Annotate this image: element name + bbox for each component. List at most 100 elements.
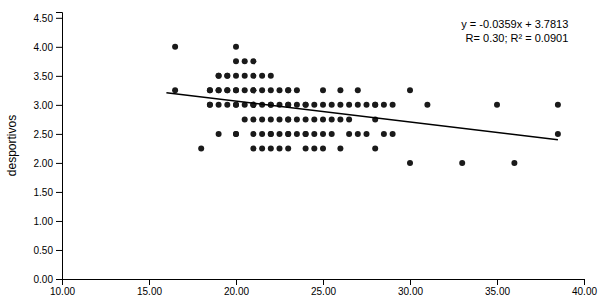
point: [407, 87, 413, 93]
tick-mark: [410, 279, 411, 285]
point: [242, 87, 248, 93]
tick-mark: [584, 279, 585, 285]
tick: 3.50: [34, 71, 62, 82]
point: [390, 102, 396, 108]
point: [381, 131, 387, 137]
point: [277, 116, 283, 122]
point: [259, 145, 265, 151]
point: [242, 58, 248, 64]
point: [511, 160, 517, 166]
point: [311, 131, 317, 137]
point: [250, 73, 256, 79]
tick-mark: [56, 18, 62, 19]
annotation-text: y = -0.0359x + 3.7813: [461, 18, 568, 30]
tick-mark: [149, 279, 150, 285]
point: [216, 73, 222, 79]
tick: 35.00: [485, 279, 510, 297]
point: [555, 131, 561, 137]
point: [311, 116, 317, 122]
point: [285, 87, 291, 93]
y-axis: 0.000.501.001.502.002.503.003.504.004.50: [34, 13, 63, 285]
point: [346, 116, 352, 122]
point: [233, 58, 239, 64]
tick-label: 15.00: [137, 286, 162, 297]
tick-label: 4.50: [34, 13, 54, 24]
tick-mark: [56, 163, 62, 164]
tick-mark: [56, 250, 62, 251]
tick: 1.50: [34, 187, 62, 198]
point: [277, 87, 283, 93]
point: [250, 116, 256, 122]
point: [311, 102, 317, 108]
point: [285, 116, 291, 122]
point: [337, 116, 343, 122]
tick-label: 0.50: [34, 245, 54, 256]
point: [285, 131, 291, 137]
y-axis-title: desportivos: [5, 115, 19, 176]
tick-label: 1.00: [34, 216, 54, 227]
point: [224, 73, 230, 79]
point: [459, 160, 465, 166]
point: [372, 102, 378, 108]
tick: 0.50: [34, 245, 62, 256]
point: [320, 131, 326, 137]
point: [364, 131, 370, 137]
point: [346, 102, 352, 108]
tick: 4.50: [34, 13, 62, 24]
point: [285, 131, 291, 137]
chart: 10.0015.0020.0025.0030.0035.0040.000.000…: [0, 0, 604, 307]
point: [320, 87, 326, 93]
point: [268, 145, 274, 151]
point: [329, 131, 335, 137]
point: [337, 102, 343, 108]
point: [285, 145, 291, 151]
point: [172, 87, 178, 93]
point: [233, 102, 239, 108]
point: [294, 102, 300, 108]
point: [233, 131, 239, 137]
tick-mark: [323, 279, 324, 285]
tick-label: 30.00: [398, 286, 423, 297]
tick: 20.00: [224, 279, 249, 297]
point: [303, 131, 309, 137]
tick-mark: [497, 279, 498, 285]
point: [207, 87, 213, 93]
tick: 3.00: [34, 100, 62, 111]
tick-label: 2.00: [34, 158, 54, 169]
tick: 0.00: [34, 274, 62, 285]
tick: 10.00: [50, 279, 75, 297]
axis-line: [63, 280, 585, 286]
tick-label: 1.50: [34, 187, 54, 198]
tick-label: 4.00: [34, 42, 54, 53]
point: [337, 87, 343, 93]
point: [216, 131, 222, 137]
x-axis: 10.0015.0020.0025.0030.0035.0040.00: [50, 279, 597, 297]
point: [268, 131, 274, 137]
point: [233, 73, 239, 79]
tick-mark: [56, 192, 62, 193]
point: [320, 145, 326, 151]
point: [320, 116, 326, 122]
point: [355, 102, 361, 108]
annotation: y = -0.0359x + 3.7813 R= 0.30; R² = 0.090…: [461, 18, 568, 44]
point: [494, 102, 500, 108]
point: [355, 87, 361, 93]
point: [329, 102, 335, 108]
annotation-text: R= 0.30; R² = 0.0901: [466, 32, 569, 44]
point: [259, 87, 265, 93]
point: [216, 87, 222, 93]
tick: 25.00: [311, 279, 336, 297]
point: [285, 116, 291, 122]
point: [233, 87, 239, 93]
point: [268, 131, 274, 137]
marks: [166, 44, 561, 166]
point: [259, 131, 265, 137]
point: [250, 131, 256, 137]
tick-mark: [56, 76, 62, 77]
tick-label: 0.00: [34, 274, 54, 285]
point: [216, 73, 222, 79]
tick-mark: [56, 279, 62, 280]
tick-label: 25.00: [311, 286, 336, 297]
point: [233, 44, 239, 50]
point: [303, 116, 309, 122]
